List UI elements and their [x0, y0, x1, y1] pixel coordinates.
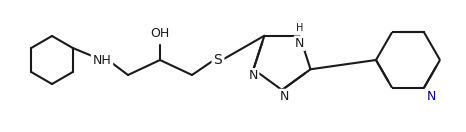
Text: N: N	[249, 69, 258, 82]
Text: OH: OH	[151, 27, 170, 40]
Text: N: N	[295, 37, 304, 50]
Text: N: N	[279, 90, 289, 103]
Text: S: S	[213, 53, 222, 67]
Text: H: H	[296, 23, 303, 33]
Text: NH: NH	[93, 53, 111, 67]
Text: N: N	[427, 90, 436, 103]
